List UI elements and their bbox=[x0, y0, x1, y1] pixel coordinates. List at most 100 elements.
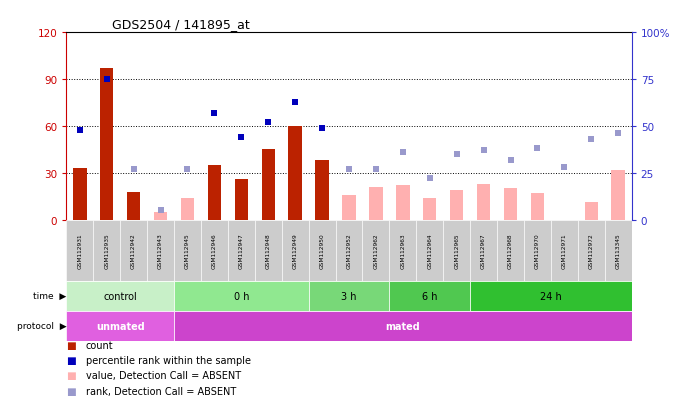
Bar bbox=[611, 170, 625, 220]
Bar bbox=[497, 220, 524, 281]
Bar bbox=[389, 281, 470, 311]
Text: GSM112935: GSM112935 bbox=[104, 233, 109, 268]
Bar bbox=[530, 194, 544, 220]
Bar bbox=[174, 220, 201, 281]
Point bbox=[128, 166, 139, 173]
Text: count: count bbox=[86, 340, 114, 350]
Bar bbox=[416, 220, 443, 281]
Text: GSM112952: GSM112952 bbox=[346, 233, 352, 268]
Bar bbox=[127, 192, 140, 220]
Text: ■: ■ bbox=[66, 355, 76, 365]
Bar bbox=[154, 212, 168, 220]
Bar bbox=[228, 220, 255, 281]
Point bbox=[586, 136, 597, 143]
Bar bbox=[282, 220, 309, 281]
Text: GSM112948: GSM112948 bbox=[266, 233, 271, 268]
Point bbox=[101, 76, 112, 83]
Text: GSM112970: GSM112970 bbox=[535, 233, 540, 268]
Text: ■: ■ bbox=[66, 370, 76, 380]
Text: GSM112972: GSM112972 bbox=[589, 233, 594, 268]
Point bbox=[316, 125, 327, 132]
Point bbox=[451, 151, 462, 158]
Bar bbox=[309, 281, 389, 311]
Text: mated: mated bbox=[385, 321, 420, 331]
Point bbox=[371, 166, 382, 173]
Point bbox=[613, 131, 624, 138]
Text: GDS2504 / 141895_at: GDS2504 / 141895_at bbox=[112, 17, 249, 31]
Text: ■: ■ bbox=[66, 340, 76, 350]
Point bbox=[343, 166, 355, 173]
Text: control: control bbox=[103, 291, 137, 301]
Bar bbox=[551, 220, 578, 281]
Bar bbox=[201, 220, 228, 281]
Bar bbox=[94, 220, 120, 281]
Bar bbox=[315, 161, 329, 220]
Point bbox=[182, 166, 193, 173]
Text: GSM112949: GSM112949 bbox=[292, 233, 297, 268]
Bar bbox=[342, 195, 356, 220]
Bar bbox=[450, 190, 463, 220]
Text: 6 h: 6 h bbox=[422, 291, 438, 301]
Point bbox=[236, 135, 247, 141]
Point bbox=[478, 147, 489, 154]
Bar bbox=[362, 220, 389, 281]
Text: time  ▶: time ▶ bbox=[33, 292, 66, 301]
Point bbox=[397, 150, 408, 156]
Text: GSM112965: GSM112965 bbox=[454, 233, 459, 268]
Text: 24 h: 24 h bbox=[540, 291, 562, 301]
Text: GSM112943: GSM112943 bbox=[158, 233, 163, 268]
Text: value, Detection Call = ABSENT: value, Detection Call = ABSENT bbox=[86, 370, 241, 380]
Text: rank, Detection Call = ABSENT: rank, Detection Call = ABSENT bbox=[86, 386, 236, 396]
Bar bbox=[255, 220, 282, 281]
Point bbox=[559, 164, 570, 171]
Text: GSM112946: GSM112946 bbox=[212, 233, 217, 268]
Bar bbox=[477, 184, 491, 220]
Bar bbox=[73, 169, 87, 220]
Bar bbox=[208, 166, 221, 220]
Bar bbox=[174, 311, 632, 341]
Point bbox=[74, 127, 85, 134]
Bar bbox=[174, 281, 309, 311]
Text: ■: ■ bbox=[66, 386, 76, 396]
Text: 0 h: 0 h bbox=[234, 291, 249, 301]
Point bbox=[290, 99, 301, 106]
Text: GSM112950: GSM112950 bbox=[320, 233, 325, 268]
Bar bbox=[585, 203, 598, 220]
Text: GSM112942: GSM112942 bbox=[131, 233, 136, 268]
Bar bbox=[423, 198, 436, 220]
Bar bbox=[147, 220, 174, 281]
Bar bbox=[120, 220, 147, 281]
Text: GSM112964: GSM112964 bbox=[427, 233, 432, 268]
Bar bbox=[470, 281, 632, 311]
Bar bbox=[524, 220, 551, 281]
Bar bbox=[235, 180, 248, 220]
Text: 3 h: 3 h bbox=[341, 291, 357, 301]
Bar bbox=[66, 311, 174, 341]
Bar bbox=[389, 220, 416, 281]
Point bbox=[532, 146, 543, 152]
Text: GSM112947: GSM112947 bbox=[239, 233, 244, 268]
Text: GSM112963: GSM112963 bbox=[401, 233, 406, 268]
Point bbox=[155, 207, 166, 214]
Bar bbox=[443, 220, 470, 281]
Text: GSM112931: GSM112931 bbox=[77, 233, 82, 268]
Text: GSM112968: GSM112968 bbox=[508, 233, 513, 268]
Text: unmated: unmated bbox=[96, 321, 144, 331]
Text: percentile rank within the sample: percentile rank within the sample bbox=[86, 355, 251, 365]
Point bbox=[505, 157, 516, 164]
Bar bbox=[181, 198, 194, 220]
Bar bbox=[309, 220, 336, 281]
Bar bbox=[66, 220, 94, 281]
Bar bbox=[288, 127, 302, 220]
Point bbox=[209, 110, 220, 117]
Bar bbox=[66, 281, 174, 311]
Point bbox=[424, 176, 436, 182]
Text: protocol  ▶: protocol ▶ bbox=[17, 321, 66, 330]
Text: GSM112945: GSM112945 bbox=[185, 233, 190, 268]
Bar bbox=[262, 150, 275, 220]
Text: GSM113345: GSM113345 bbox=[616, 233, 621, 268]
Bar bbox=[504, 189, 517, 220]
Text: GSM112967: GSM112967 bbox=[481, 233, 486, 268]
Bar bbox=[604, 220, 632, 281]
Bar bbox=[578, 220, 604, 281]
